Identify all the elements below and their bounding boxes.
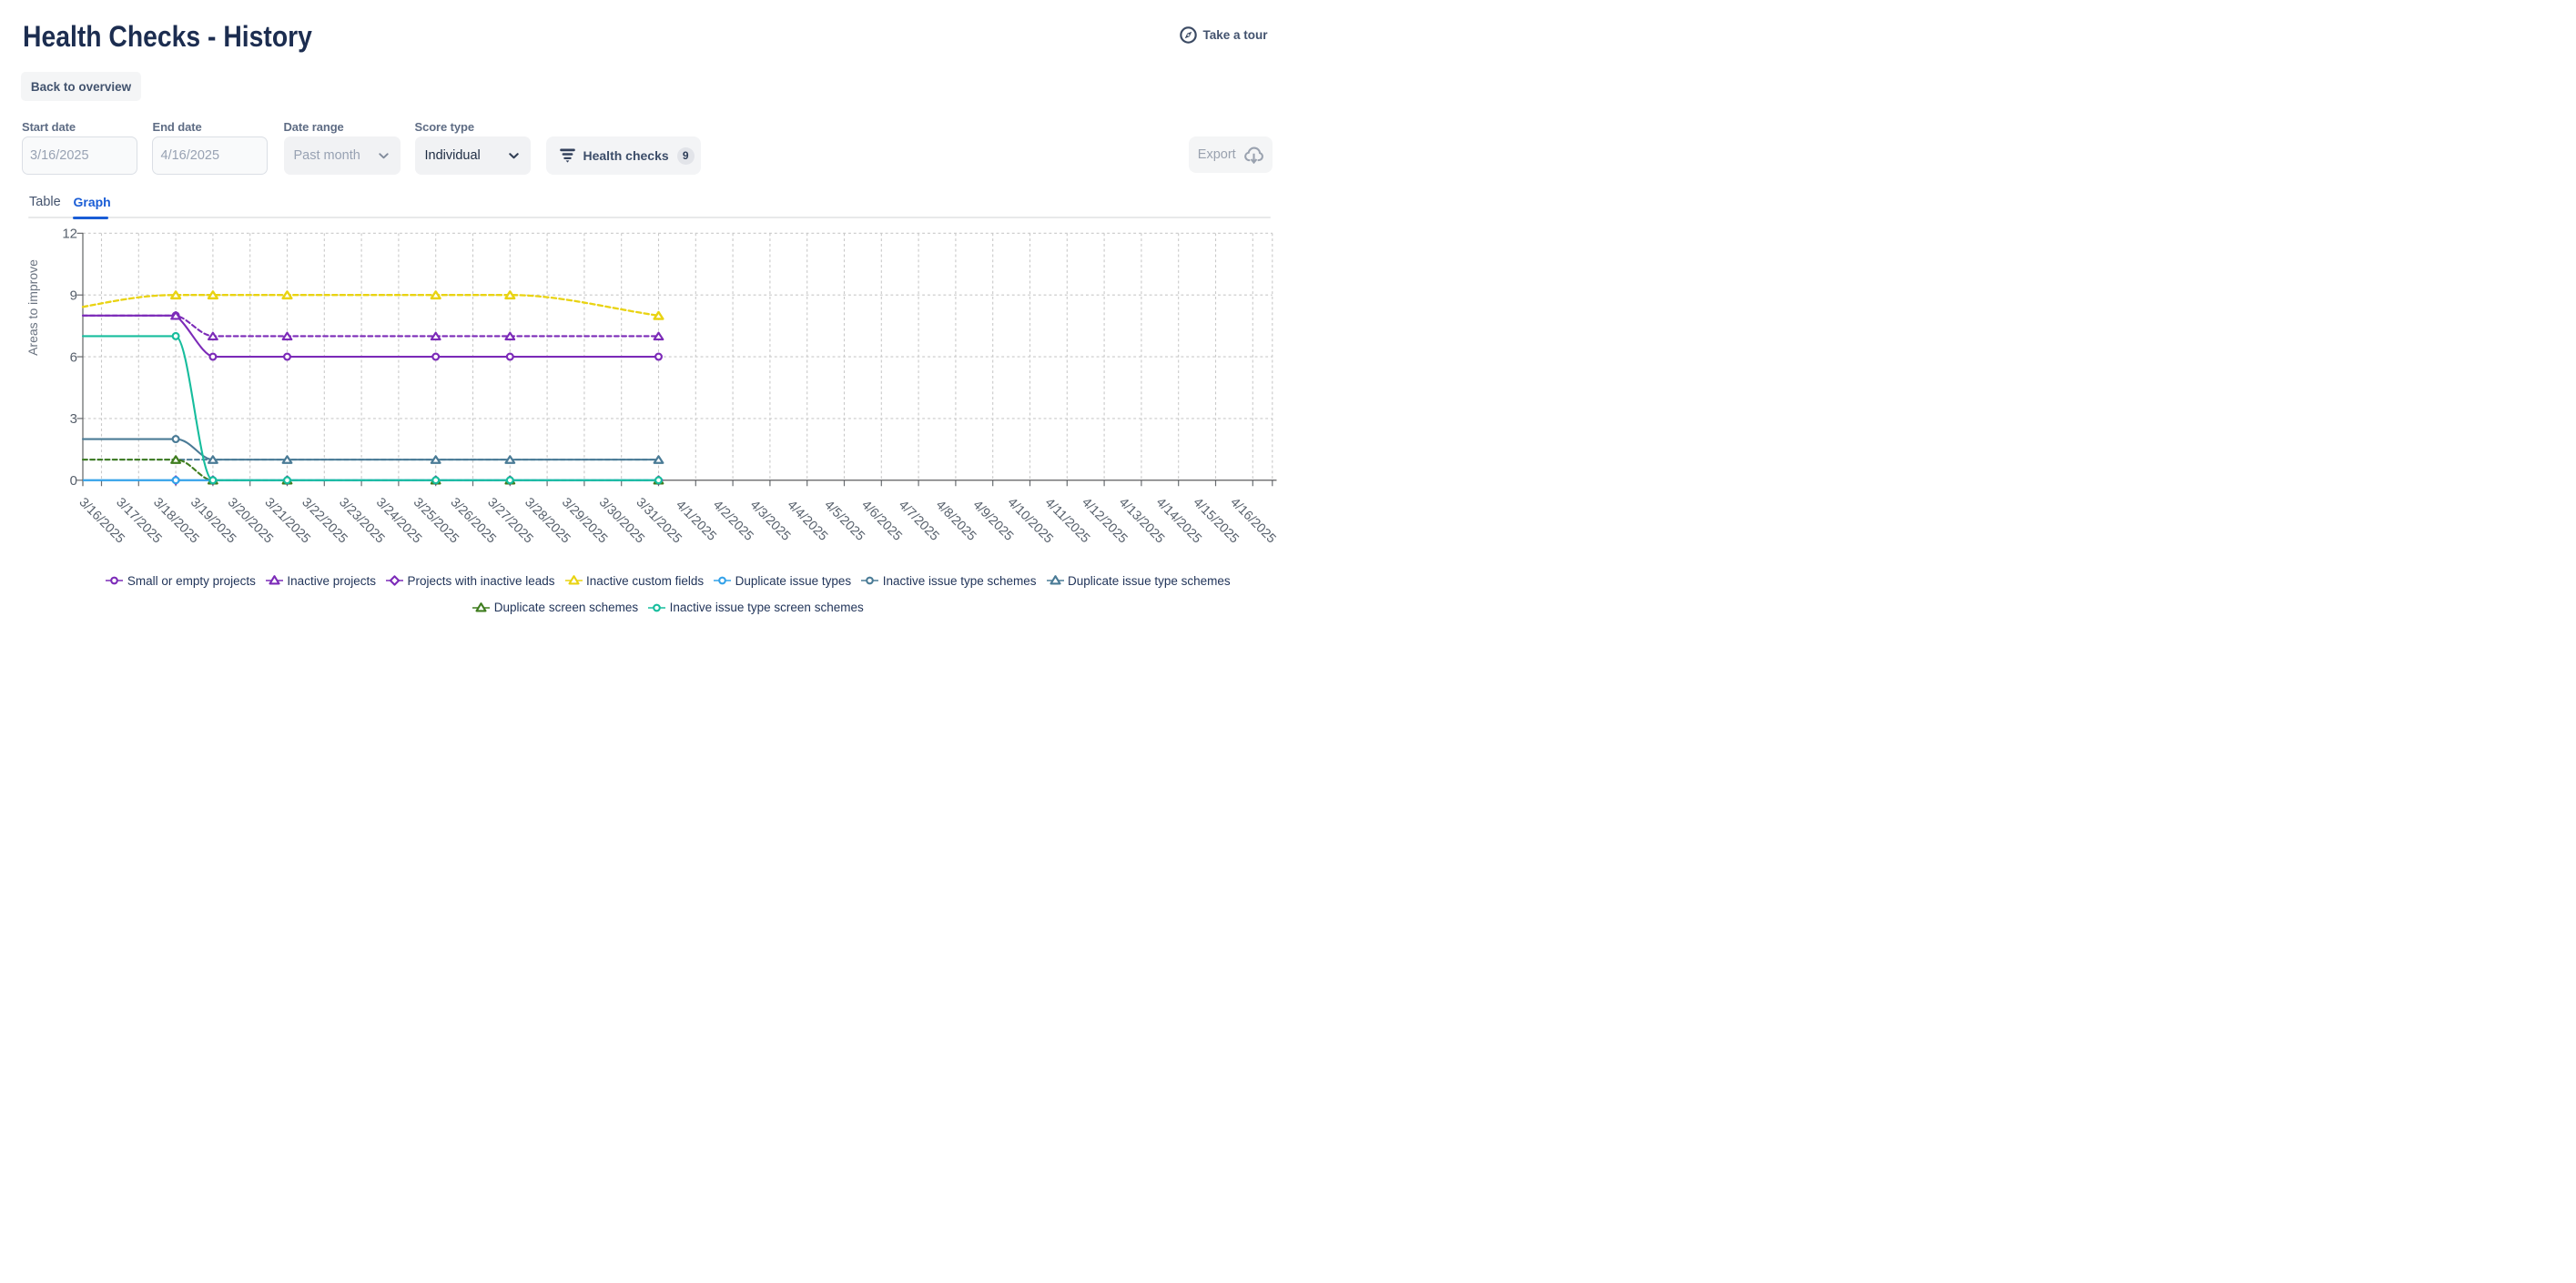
svg-text:4/2/2025: 4/2/2025	[710, 498, 756, 544]
svg-text:4/7/2025: 4/7/2025	[896, 498, 942, 544]
svg-text:4/3/2025: 4/3/2025	[747, 498, 794, 544]
svg-text:6: 6	[70, 349, 77, 365]
svg-text:Areas to improve: Areas to improve	[25, 259, 40, 356]
svg-text:4/6/2025: 4/6/2025	[858, 498, 905, 544]
svg-text:12: 12	[62, 227, 77, 242]
svg-text:9: 9	[70, 288, 77, 303]
svg-text:4/8/2025: 4/8/2025	[933, 498, 979, 544]
svg-text:4/5/2025: 4/5/2025	[821, 498, 867, 544]
svg-text:0: 0	[70, 473, 77, 489]
svg-text:3: 3	[70, 411, 77, 427]
svg-text:4/4/2025: 4/4/2025	[785, 498, 831, 544]
